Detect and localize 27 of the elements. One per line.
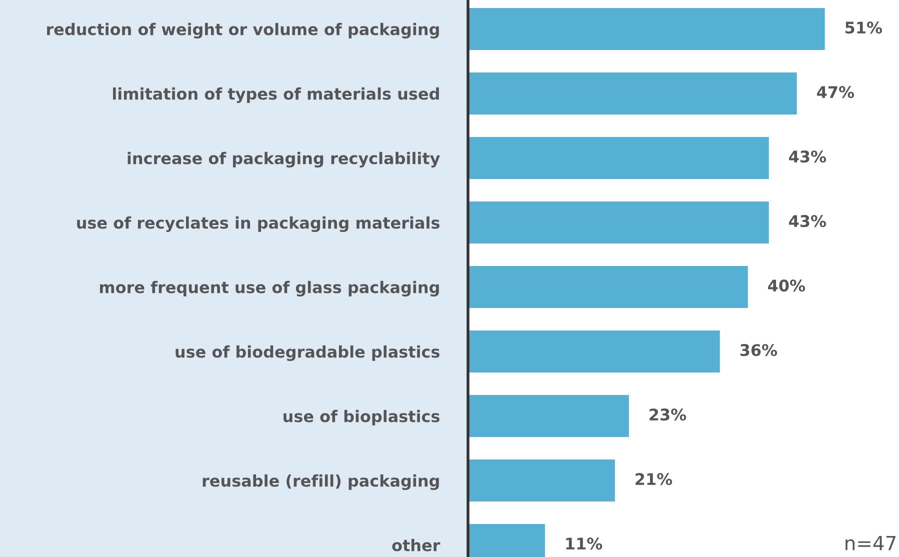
annotation: n=47 [846,536,896,550]
y-tick-label: other [392,538,440,552]
bar [468,330,720,372]
data-label: 23% [650,408,686,421]
data-label: 43% [789,215,826,228]
data-label: 51% [846,22,882,34]
data-label: 40% [768,280,806,292]
bar [468,72,797,114]
bar [468,202,769,244]
bar [468,8,825,50]
data-label: 47% [817,86,854,98]
y-tick-label: more frequent use of glass packaging [100,280,439,297]
y-tick-label: increase of packaging recyclability [128,152,440,168]
data-label: 11% [566,538,602,550]
y-tick-label: limitation of types of materials used [113,87,439,104]
y-tick-label: use of bioplastics [284,410,440,426]
bar [468,460,615,502]
y-tick-label: use of biodegradable plastics [176,345,440,362]
bar [468,266,748,308]
data-label: 43% [789,150,826,163]
data-label: 36% [740,344,778,356]
y-tick-label: reusable (refill) packaging [202,474,439,490]
bar [468,395,629,437]
bar [468,137,769,179]
y-tick-label: use of recyclates in packaging materials [77,216,440,232]
data-label: 21% [636,473,672,486]
y-tick-label: reduction of weight or volume of packaging [47,22,439,39]
